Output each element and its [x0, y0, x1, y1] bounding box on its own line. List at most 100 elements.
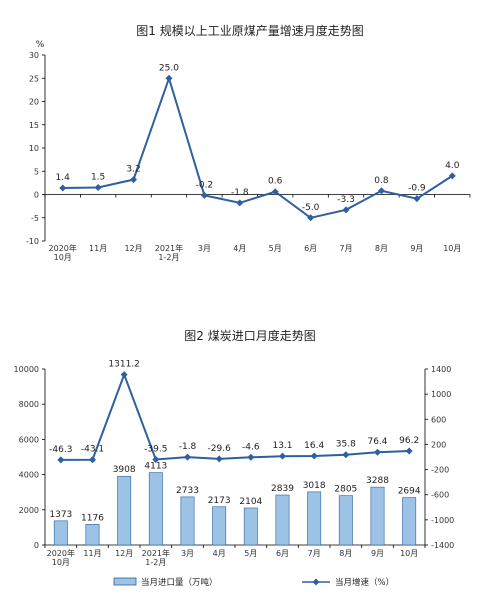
chart-2-bar [370, 486, 385, 546]
chart-2-right-tick-label: -1400 [431, 541, 454, 550]
chart-1-data-point [94, 184, 102, 192]
chart-1-x-tick-label: 8月 [375, 244, 388, 253]
chart-1-y-tick-label: 10 [29, 144, 39, 153]
chart-2-x-tick-label: 12月 [115, 549, 133, 558]
chart-2-growth-label: -1.8 [179, 442, 197, 452]
chart-2-bar [275, 494, 290, 546]
chart-1-data-point [307, 214, 315, 222]
chart-2-coal-imports: 图2 煤炭进口月度走势图 100008000600040002000014001… [14, 328, 455, 588]
chart-2-growth-label: -46.3 [49, 445, 72, 455]
chart-2-growth-point [184, 453, 191, 461]
chart-1-data-point [200, 191, 208, 199]
chart-2-bar [53, 520, 68, 546]
chart-1-data-label: -1.8 [231, 188, 249, 198]
chart-1-data-point [271, 188, 279, 196]
chart-2-bar-series: 1373 1176 3908 4113 2733 2173 2104 2839 3018 2805… [49, 462, 421, 546]
legend-swatch-imports [113, 577, 137, 586]
chart-2-left-tick-label: 8000 [19, 400, 39, 409]
chart-2-x-tick-label: 4月 [213, 549, 226, 558]
chart-1-y-tick-label: -10 [26, 237, 39, 246]
chart-2-x-tick-label: 8月 [339, 549, 352, 558]
chart-2-x-tick-label: 11月 [83, 549, 101, 558]
chart-2-growth-point [120, 371, 128, 379]
chart-2-growth-label: 96.2 [399, 436, 419, 446]
chart-2-right-tick-label: -600 [431, 491, 449, 500]
chart-2-bar-label: 2104 [239, 497, 262, 507]
chart-1-x-tick-label: 11月 [89, 244, 107, 253]
chart-2-bar [338, 495, 353, 546]
chart-1-x-tick-label: 10月 [54, 253, 72, 262]
chart-2-bar [402, 497, 417, 546]
chart-2-bar [117, 475, 132, 546]
chart-2-growth-point [405, 447, 413, 455]
chart-2-x-tick-label: 5月 [244, 549, 257, 558]
chart-1-x-tick-label: 6月 [304, 244, 317, 253]
chart-1-y-tick-label: 5 [34, 167, 39, 176]
chart-1-y-tick-label: 25 [29, 74, 39, 83]
chart-2-right-tick-label: -200 [431, 466, 449, 475]
chart-2-bar-label: 2173 [208, 496, 231, 506]
chart-2-growth-point [342, 451, 350, 459]
chart-2-growth-point [247, 453, 255, 461]
chart-2-bar-label: 3908 [113, 465, 136, 475]
chart-2-bar-label: 2805 [334, 485, 357, 495]
chart-1-data-label: -0.2 [196, 180, 214, 190]
chart-2-growth-label: -39.5 [144, 444, 167, 454]
chart-2-bar-label: 4113 [144, 462, 167, 472]
chart-2-growth-label: 13.1 [272, 441, 292, 451]
chart-1-data-label: 1.4 [56, 173, 71, 183]
chart-1-data-point [59, 184, 67, 192]
chart-1-x-tick-label: 10月 [443, 244, 461, 253]
legend-label-imports: 当月进口量（万吨） [141, 577, 218, 588]
chart-1-y-tick-label: 20 [29, 98, 39, 107]
chart-2-right-tick-label: 1400 [431, 365, 451, 374]
chart-1-y-tick-label: -5 [31, 214, 39, 223]
legend-label-growth: 当月增速（%） [335, 577, 394, 588]
chart-2-left-tick-label: 2000 [19, 506, 39, 515]
chart-2-bar [85, 524, 100, 546]
chart-1-x-tick-label: 2021年 [155, 243, 183, 253]
chart-2-right-tick-label: 600 [431, 415, 446, 424]
chart-1-x-tick-label: 7月 [339, 244, 352, 253]
chart-1-data-label: 1.5 [91, 173, 105, 183]
chart-1-data-label: 3.2 [126, 165, 140, 175]
chart-1-data-label: -0.9 [408, 184, 426, 194]
chart-2-bar-label: 1373 [49, 510, 72, 520]
chart-2-growth-label: -4.6 [242, 442, 260, 452]
chart-1-data-point [130, 176, 138, 184]
chart-2-line-series: -46.3 -43.1 1311.2 -39.5 -1.8 -29.6 -4.6 13.1 16… [49, 360, 419, 464]
legend-swatch-growth-marker [312, 578, 320, 586]
chart-2-right-tick-label: 1000 [431, 390, 451, 399]
chart-2-bar-label: 3288 [366, 476, 389, 486]
chart-2-growth-label: 16.4 [304, 441, 324, 451]
chart-2-bar-label: 3018 [303, 481, 326, 491]
chart-1-data-point [165, 74, 173, 82]
chart-2-axes: 10000 8000 6000 4000 2000 0 1400 1000 600 200 -200… [14, 365, 455, 567]
chart-1-data-point [236, 199, 244, 207]
chart-2-bar [148, 472, 163, 546]
chart-2-x-tick-label: 10月 [52, 558, 70, 567]
chart-2-left-tick-label: 0 [34, 541, 39, 550]
chart-1-y-tick-label: 15 [29, 121, 39, 130]
chart-2-x-tick-label: 9月 [371, 549, 384, 558]
chart-2-left-tick-label: 6000 [19, 435, 39, 444]
chart-2-right-tick-label: 200 [431, 440, 446, 449]
chart-2-x-tick-label: 2020年 [47, 548, 75, 558]
chart-2-growth-point [215, 455, 223, 463]
chart-1-production-growth: 图1 规模以上工业原煤产量增速月度走势图 % 30 25 20 15 10 5 0 -5 -10… [26, 23, 471, 262]
chart-2-x-tick-label: 2021年 [142, 548, 170, 558]
chart-1-data-point [413, 195, 421, 203]
chart-2-growth-label: 1311.2 [108, 360, 140, 370]
chart-1-x-tick-label: 2020年 [49, 243, 77, 253]
chart-2-bar-label: 2733 [176, 486, 199, 496]
chart-2-x-tick-label: 3月 [181, 549, 194, 558]
chart-1-data-label: -3.3 [337, 195, 355, 205]
chart-1-y-tick-label: 30 [29, 51, 39, 60]
chart-2-growth-line [60, 371, 410, 461]
chart-2-bar-label: 1176 [81, 513, 104, 523]
chart-2-x-tick-label: 6月 [276, 549, 289, 558]
chart-1-x-tick-label: 4月 [233, 244, 246, 253]
chart-1-y-unit: % [36, 40, 45, 50]
